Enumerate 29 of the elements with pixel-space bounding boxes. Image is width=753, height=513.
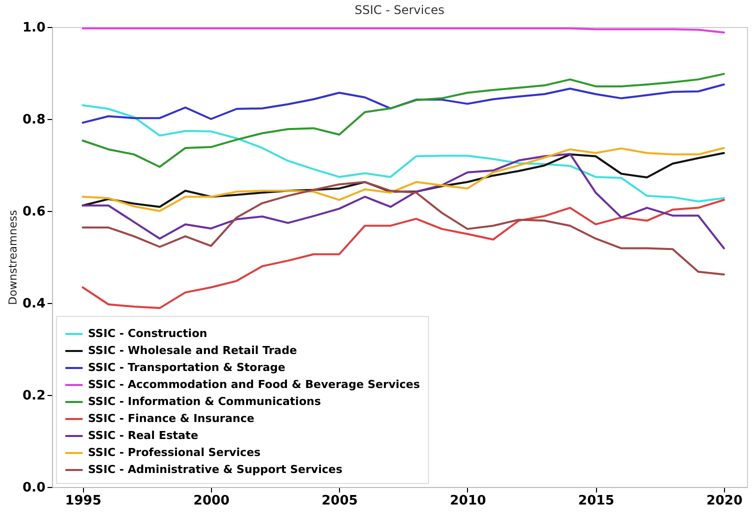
- line-series: [82, 84, 725, 124]
- legend-label: SSIC - Administrative & Support Services: [88, 463, 343, 476]
- legend-label: SSIC - Real Estate: [88, 429, 198, 442]
- line-series: [82, 104, 725, 202]
- legend-label: SSIC - Information & Communications: [88, 395, 322, 408]
- x-tick-label: 1995: [65, 494, 102, 508]
- x-tick-label: 2005: [322, 494, 358, 508]
- x-tick-label: 2010: [450, 494, 486, 508]
- legend-label: SSIC - Transportation & Storage: [88, 361, 286, 374]
- y-tick-label: 0.2: [22, 388, 46, 404]
- chart-title: SSIC - Services: [354, 3, 444, 17]
- y-tick-label: 1.0: [22, 20, 46, 36]
- line-series: [82, 72, 725, 168]
- y-tick-label: 0.8: [22, 112, 46, 128]
- legend-label: SSIC - Wholesale and Retail Trade: [88, 344, 297, 357]
- legend-label: SSIC - Construction: [88, 327, 208, 340]
- x-tick-label: 2020: [706, 494, 743, 508]
- line-series: [82, 181, 725, 276]
- y-tick-label: 0.6: [22, 204, 46, 220]
- y-axis-title: Downstreamness: [6, 210, 20, 305]
- x-tick-label: 2015: [578, 494, 614, 508]
- y-tick-label: 0.0: [22, 480, 46, 496]
- line-series: [82, 198, 725, 310]
- legend-label: SSIC - Finance & Insurance: [88, 412, 254, 425]
- y-tick-label: 0.4: [22, 296, 46, 312]
- line-series: [82, 152, 725, 250]
- x-tick-label: 2000: [193, 494, 230, 508]
- legend-label: SSIC - Professional Services: [88, 446, 262, 459]
- legend-label: SSIC - Accommodation and Food & Beverage Services: [88, 378, 420, 391]
